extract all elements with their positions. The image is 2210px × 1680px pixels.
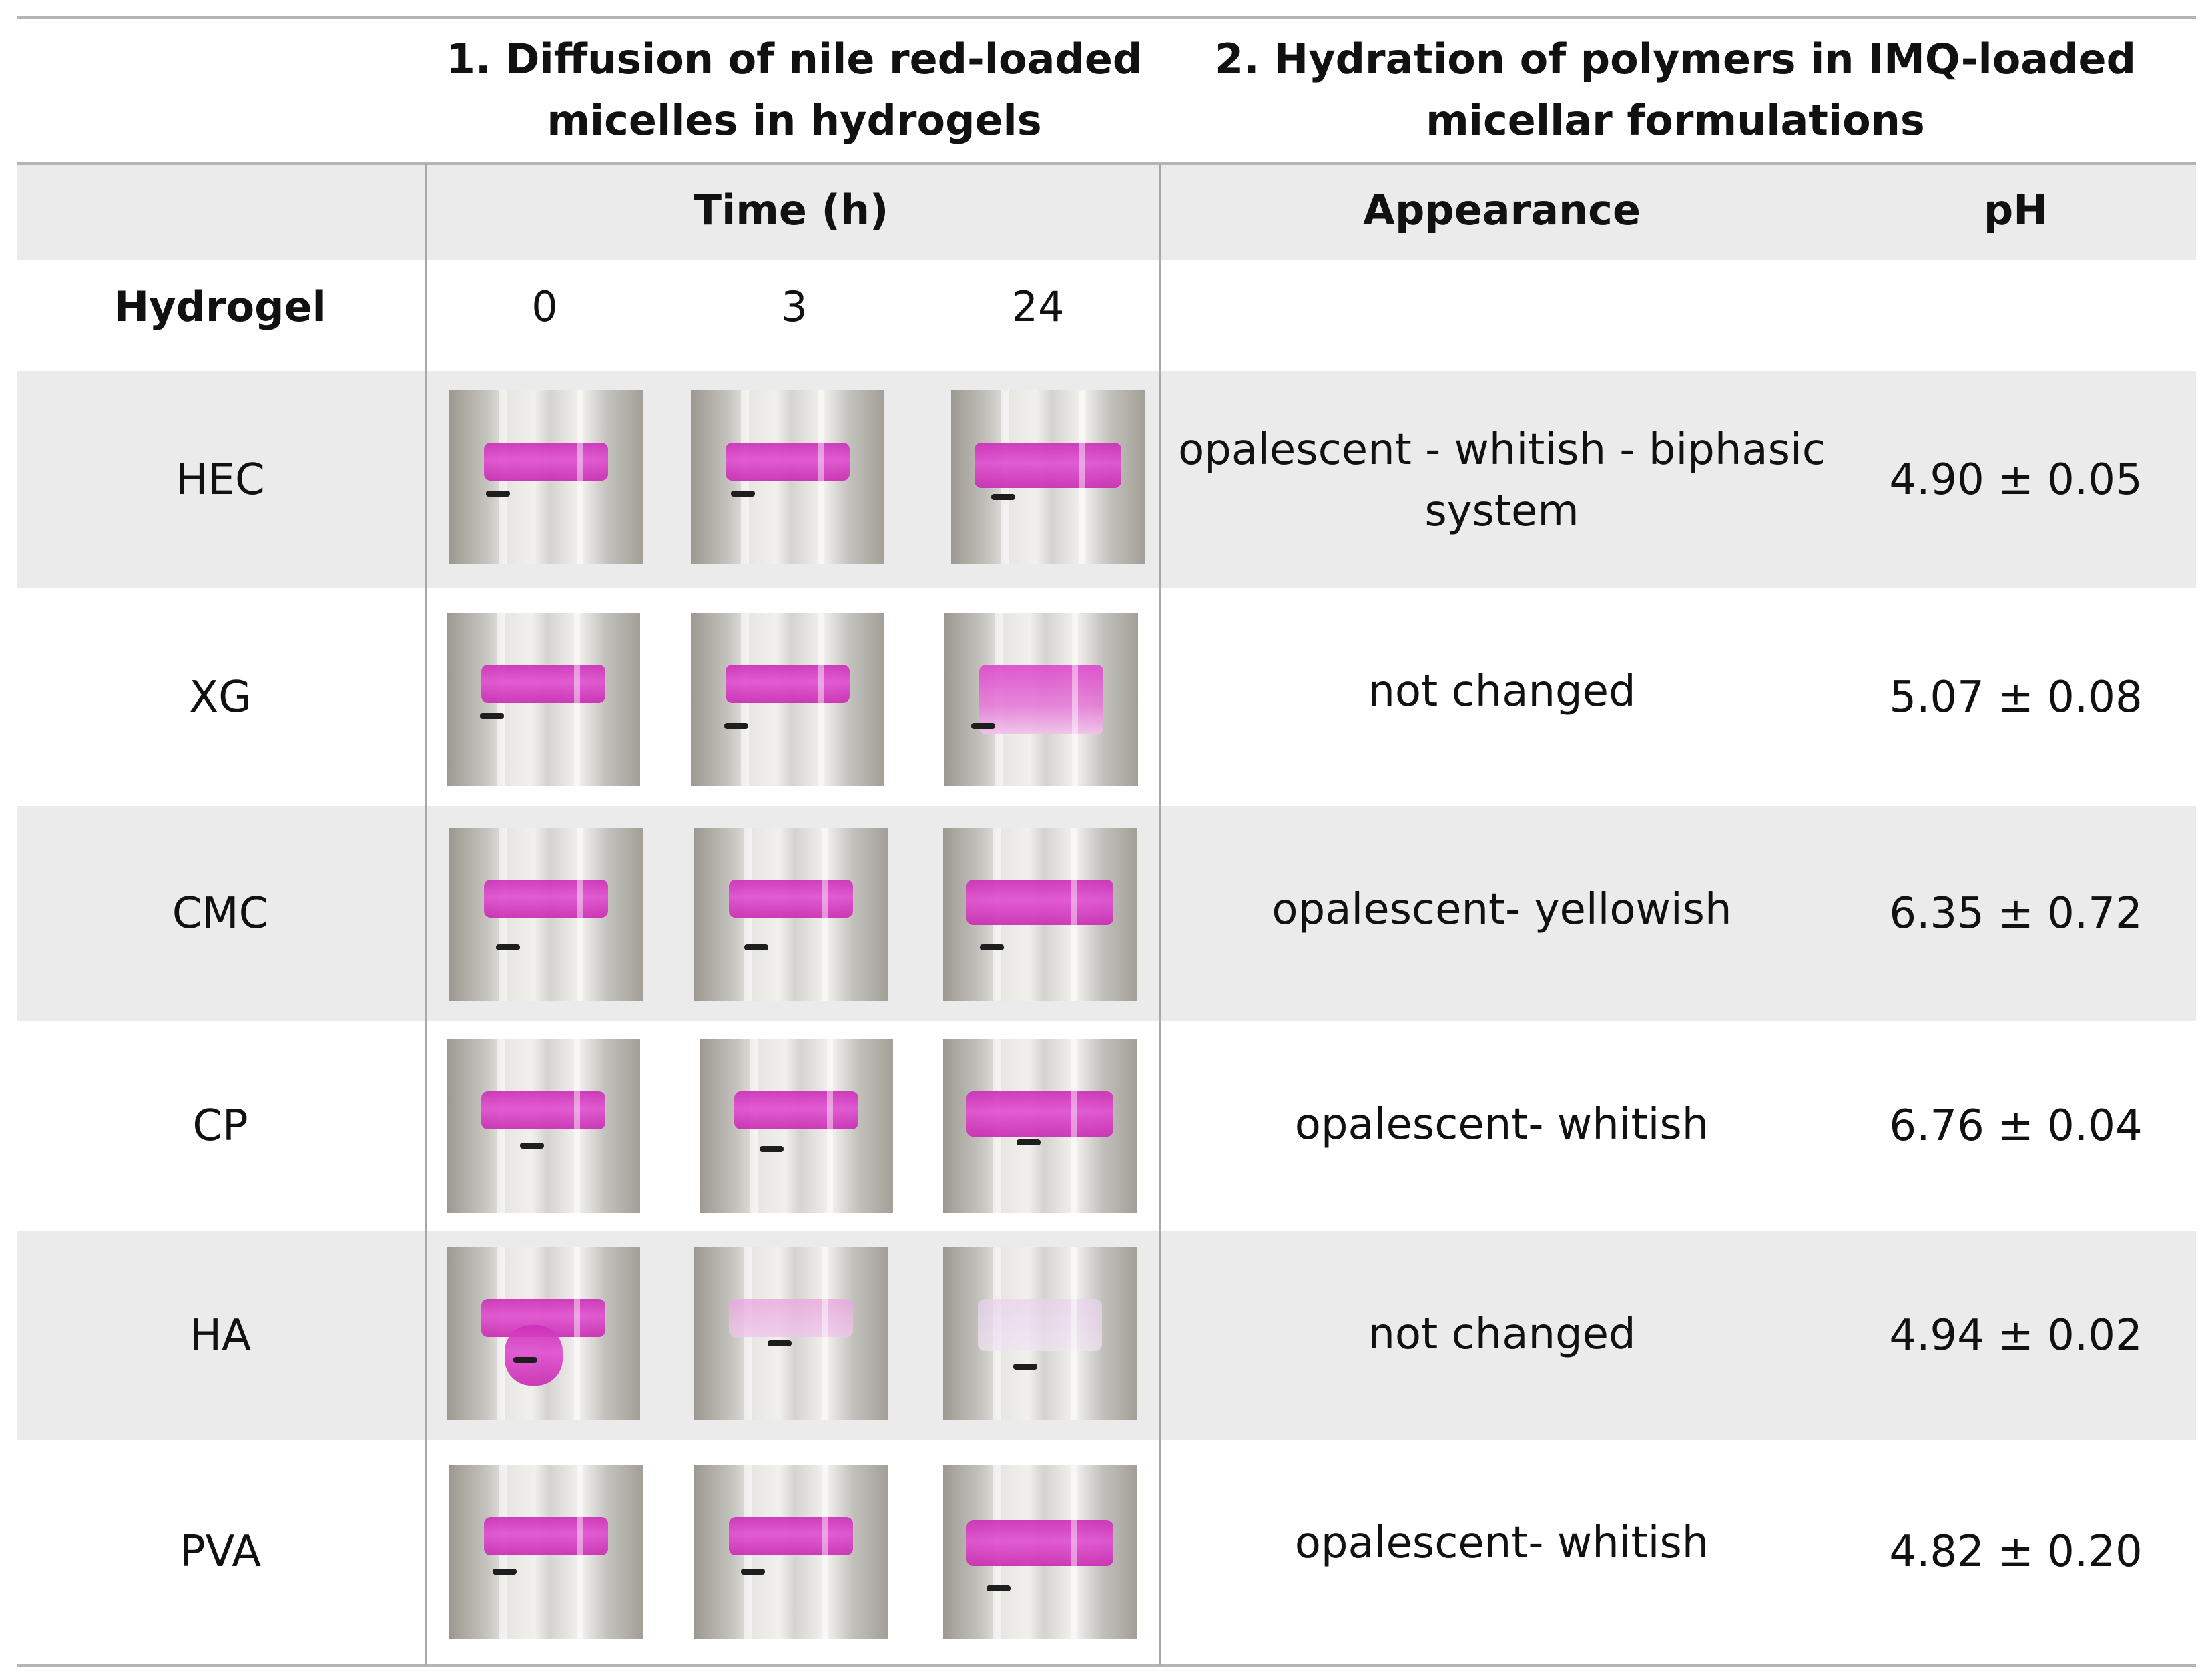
time-point-24: 24 <box>1011 282 1065 331</box>
micelle-band <box>966 1520 1114 1566</box>
micelle-band <box>966 1091 1114 1137</box>
micelle-band <box>481 665 605 704</box>
sample-photo-cmc-0h <box>449 828 643 1001</box>
micelle-band <box>726 665 850 704</box>
ph-pva: 4.82 ± 0.20 <box>1889 1527 2143 1577</box>
level-mark <box>496 944 520 950</box>
micelle-band <box>729 1299 853 1338</box>
micelle-band <box>484 880 608 918</box>
table-bottom-rule <box>17 1664 2196 1667</box>
appearance-ha: not changed <box>1368 1310 1636 1359</box>
micelle-band <box>484 1517 608 1556</box>
micelle-band <box>966 880 1114 925</box>
hydrogel-name-hec: HEC <box>176 455 265 505</box>
sample-photo-cp-0h <box>447 1039 640 1213</box>
sample-photo-pva-24h <box>943 1465 1137 1639</box>
micelle-drip <box>505 1325 563 1386</box>
group-header-hydration: 2. Hydration of polymers in IMQ-loaded m… <box>1215 35 2136 145</box>
ph-xg: 5.07 ± 0.08 <box>1889 672 2143 722</box>
sample-photo-hec-24h <box>951 390 1145 564</box>
sample-photo-cp-24h <box>943 1039 1137 1213</box>
appearance-xg: not changed <box>1368 667 1636 716</box>
sample-photo-hec-0h <box>449 390 643 564</box>
micelle-band <box>729 880 853 918</box>
micelle-band <box>481 1091 605 1130</box>
appearance-header: Appearance <box>1363 186 1641 234</box>
micelle-band <box>726 443 850 481</box>
hydrogel-name-ha: HA <box>190 1310 251 1360</box>
column-divider-hydrogel <box>425 164 427 1665</box>
level-mark <box>486 491 510 497</box>
micelle-band <box>734 1091 858 1130</box>
appearance-pva: opalescent- whitish <box>1294 1518 1709 1568</box>
sample-photo-hec-3h <box>691 390 884 564</box>
sample-photo-cp-3h <box>700 1039 893 1213</box>
level-mark <box>760 1146 784 1152</box>
micelle-band <box>974 443 1122 488</box>
level-mark <box>987 1585 1011 1591</box>
ph-ha: 4.94 ± 0.02 <box>1889 1310 2143 1360</box>
sample-photo-ha-0h <box>447 1247 640 1420</box>
sample-photo-xg-3h <box>691 613 884 786</box>
level-mark <box>991 494 1015 500</box>
level-mark <box>741 1569 765 1575</box>
sample-photo-xg-24h <box>944 613 1138 786</box>
hydrogel-header: Hydrogel <box>114 282 326 331</box>
ph-cmc: 6.35 ± 0.72 <box>1889 889 2143 938</box>
table-top-rule <box>17 16 2196 19</box>
hydrogel-name-cmc: CMC <box>172 889 269 938</box>
level-mark <box>724 723 748 729</box>
ph-cp: 6.76 ± 0.04 <box>1889 1101 2143 1151</box>
level-mark <box>744 944 768 950</box>
subheader-band <box>17 165 2196 260</box>
header-divider-rule <box>17 162 2196 165</box>
micelle-band <box>484 443 608 481</box>
micelle-band <box>979 665 1103 734</box>
ph-hec: 4.90 ± 0.05 <box>1889 455 2143 505</box>
sample-photo-pva-3h <box>694 1465 888 1639</box>
level-mark <box>520 1143 544 1149</box>
level-mark <box>513 1357 537 1363</box>
level-mark <box>493 1569 517 1575</box>
level-mark <box>731 491 755 497</box>
appearance-cp: opalescent- whitish <box>1294 1100 1709 1149</box>
appearance-cmc: opalescent- yellowish <box>1272 885 1732 934</box>
time-point-3: 3 <box>781 282 808 331</box>
hydrogel-name-cp: CP <box>192 1101 248 1151</box>
level-mark <box>980 944 1004 950</box>
sample-photo-xg-0h <box>447 613 640 786</box>
level-mark <box>1013 1364 1037 1370</box>
sample-photo-cmc-24h <box>943 828 1137 1001</box>
level-mark <box>768 1340 792 1346</box>
appearance-hec: opalescent - whitish - biphasic system <box>1178 425 1826 536</box>
sample-photo-cmc-3h <box>694 828 888 1001</box>
sample-photo-ha-24h <box>943 1247 1137 1420</box>
column-divider-appearance <box>1159 164 1161 1665</box>
ph-header: pH <box>1983 186 2048 234</box>
sample-photo-ha-3h <box>694 1247 888 1420</box>
micelle-band <box>729 1517 853 1556</box>
time-point-0: 0 <box>531 282 558 331</box>
level-mark <box>480 713 504 719</box>
level-mark <box>1017 1139 1041 1145</box>
micelle-band <box>978 1299 1102 1351</box>
sample-photo-pva-0h <box>449 1465 643 1639</box>
group-header-diffusion: 1. Diffusion of nile red-loaded micelles… <box>446 35 1143 145</box>
hydrogel-name-xg: XG <box>189 672 252 722</box>
time-header: Time (h) <box>693 186 889 234</box>
level-mark <box>971 723 995 729</box>
hydrogel-name-pva: PVA <box>179 1527 262 1577</box>
